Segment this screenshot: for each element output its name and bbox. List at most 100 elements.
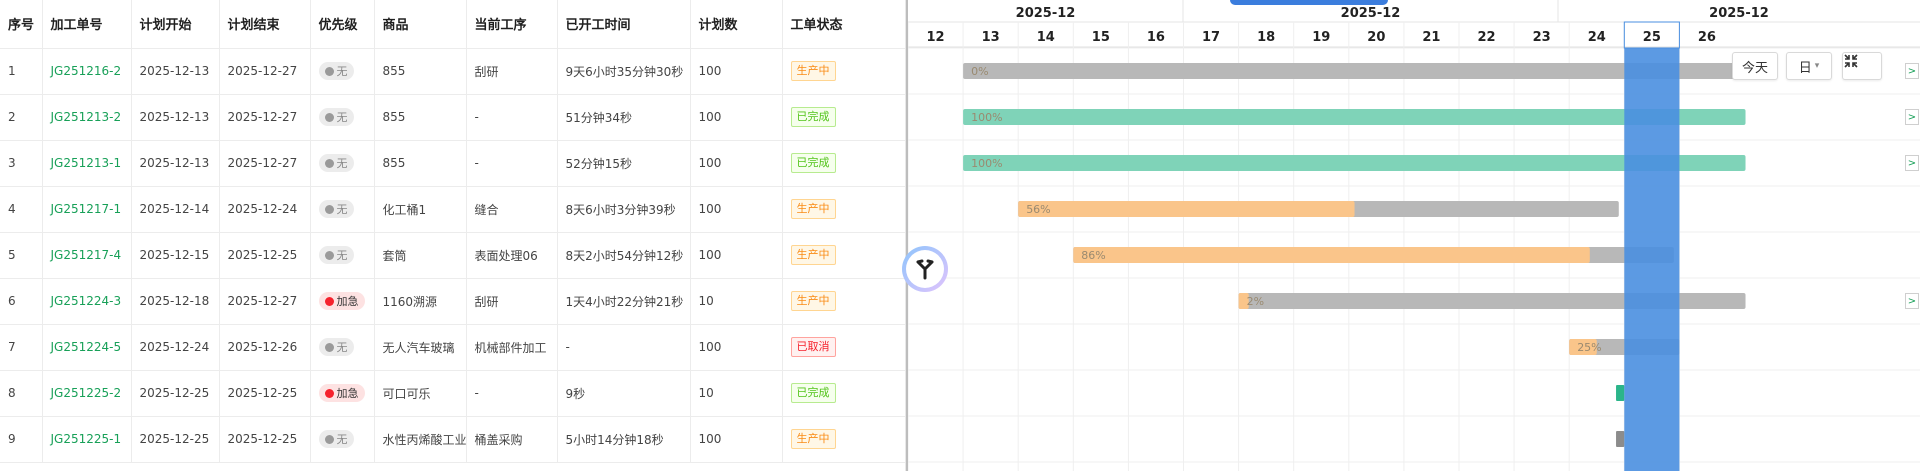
plan-quantity-cell: 10 [690,370,783,417]
table-row[interactable]: 7 JG251224-5 2025-12-24 2025-12-26 无 无人汽车玻璃 机械… [0,324,905,371]
column-header[interactable]: 序号 [0,0,43,49]
elapsed-time-cell: 51分钟34秒 [557,94,691,141]
order-number-link[interactable]: JG251217-4 [50,248,122,262]
column-header[interactable]: 计划结束 [219,0,311,49]
plan-end-cell: 2025-12-25 [219,370,311,417]
row-index-cell: 1 [0,48,43,95]
work-order-table-panel: 序号 加工单号 计划开始 计划结束 优先级 商品 当前工序 已开工时间 计划数 工单状态 1 JG2… [0,0,906,471]
assistant-float-button[interactable] [902,246,948,292]
plan-quantity: 100 [698,110,722,124]
plan-start-cell: 2025-12-13 [131,48,220,95]
order-number-link[interactable]: JG251225-2 [50,386,122,400]
elapsed-time: - [565,340,570,354]
plan-start: 2025-12-18 [139,294,210,308]
column-header[interactable]: 计划数 [690,0,783,49]
priority-label: 无 [336,203,348,216]
current-process-cell: 表面处理06 [466,232,558,279]
row-index: 7 [8,340,16,354]
order-number-link-cell: JG251213-1 [42,140,132,187]
today-button-label: 今天 [1741,60,1768,76]
priority-cell: 无 [310,140,375,187]
table-row[interactable]: 4 JG251217-1 2025-12-14 2025-12-24 无 化工桶1 缝合 8天… [0,186,905,233]
plan-quantity: 100 [698,340,722,354]
scroll-to-bar-end-button[interactable]: > [1905,293,1919,309]
table-row[interactable]: 6 JG251224-3 2025-12-18 2025-12-27 加急 1160溯源 刮… [0,278,905,325]
gantt-bar-label: 100% [971,157,1002,170]
table-row[interactable]: 1 JG251216-2 2025-12-13 2025-12-27 无 855 刮研 9天6… [0,48,905,95]
view-mode-select[interactable]: 日 ▾ [1786,52,1832,80]
status-badge-cell: 已完成 [782,370,905,417]
panel-splitter[interactable] [906,0,908,471]
plan-start-cell: 2025-12-13 [131,140,220,187]
priority-label: 无 [336,111,348,124]
current-process: 刮研 [474,64,499,79]
column-header[interactable]: 当前工序 [466,0,558,49]
gantt-bar-track [1238,293,1746,309]
order-number-link-cell: JG251225-2 [42,370,132,417]
product-name: 1160溯源 [382,294,438,309]
plan-quantity: 100 [698,432,722,446]
priority-dot-icon [324,112,334,122]
table-row[interactable]: 3 JG251213-1 2025-12-13 2025-12-27 无 855 - 52分钟… [0,140,905,187]
today-button[interactable]: 今天 [1732,52,1778,80]
status-badge: 生产中 [790,199,836,219]
plan-quantity: 100 [698,156,722,170]
plan-quantity-cell: 10 [690,278,783,325]
product-name: 855 [382,64,406,78]
plan-end: 2025-12-24 [227,202,298,216]
elapsed-time-cell: - [557,324,691,371]
elapsed-time-cell: 9秒 [557,370,691,417]
day-label: 19 [1312,30,1330,45]
order-number-link-cell: JG251224-3 [42,278,132,325]
order-number-link[interactable]: JG251224-5 [50,340,122,354]
column-header[interactable]: 工单状态 [782,0,905,49]
current-process-cell: 机械部件加工 [466,324,558,371]
current-process: 缝合 [474,202,499,217]
scroll-to-bar-end-button[interactable]: > [1905,109,1919,125]
column-header[interactable]: 已开工时间 [557,0,691,49]
collapse-button[interactable] [1842,52,1882,80]
plan-start-cell: 2025-12-25 [131,370,220,417]
row-index: 2 [8,110,16,124]
order-number-link[interactable]: JG251213-1 [50,156,122,170]
column-header[interactable]: 计划开始 [131,0,220,49]
day-label: 12 [927,30,945,45]
table-row[interactable]: 2 JG251213-2 2025-12-13 2025-12-27 无 855 - 51分钟… [0,94,905,141]
elapsed-time: 8天6小时3分钟39秒 [565,202,676,217]
elapsed-time: 9天6小时35分钟30秒 [565,64,684,79]
order-number-link[interactable]: JG251225-1 [50,432,122,446]
elapsed-time: 5小时14分钟18秒 [565,432,664,447]
plan-end: 2025-12-25 [227,248,298,262]
order-number-link[interactable]: JG251213-2 [50,110,122,124]
priority-dot-icon [324,204,334,214]
gantt-bar-track [963,109,1746,125]
elapsed-time-cell: 8天2小时54分钟12秒 [557,232,691,279]
plan-start: 2025-12-24 [139,340,210,354]
scroll-to-bar-end-button[interactable]: > [1905,63,1919,79]
row-index-cell: 7 [0,324,43,371]
gantt-top-tab[interactable] [1230,0,1388,5]
scroll-to-bar-end-button[interactable]: > [1905,155,1919,171]
table-row[interactable]: 5 JG251217-4 2025-12-15 2025-12-25 无 套筒 表面处理06… [0,232,905,279]
column-header[interactable]: 商品 [374,0,467,49]
order-number-link[interactable]: JG251217-1 [50,202,122,216]
priority-label: 无 [336,433,348,446]
day-label: 24 [1588,30,1606,45]
day-label: 20 [1367,30,1385,45]
plan-end: 2025-12-27 [227,110,298,124]
table-row[interactable]: 8 JG251225-2 2025-12-25 2025-12-25 加急 可口可乐 - 9秒… [0,370,905,417]
plan-quantity-cell: 100 [690,232,783,279]
plan-quantity: 100 [698,202,722,216]
day-label: 18 [1257,30,1275,45]
plan-end-cell: 2025-12-27 [219,94,311,141]
plan-quantity-cell: 100 [690,186,783,233]
gantt-bar [1616,431,1625,447]
table-row[interactable]: 9 JG251225-1 2025-12-25 2025-12-25 无 水性丙烯酸工业桶… [0,416,905,463]
order-number-link[interactable]: JG251224-3 [50,294,122,308]
column-header[interactable]: 加工单号 [42,0,132,49]
column-header[interactable]: 优先级 [310,0,375,49]
priority-label: 无 [336,157,348,170]
plan-end-cell: 2025-12-27 [219,278,311,325]
order-number-link[interactable]: JG251216-2 [50,64,122,78]
current-process-cell: 缝合 [466,186,558,233]
